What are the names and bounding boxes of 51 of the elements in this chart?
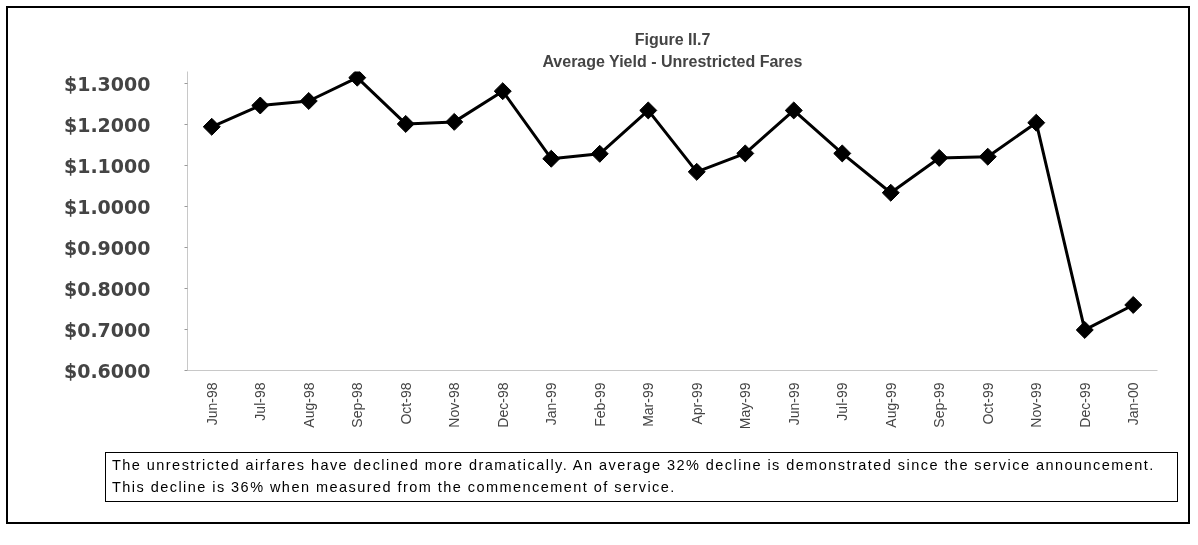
y-tick-label: $0.8000 bbox=[63, 277, 151, 300]
point bbox=[542, 149, 561, 168]
point bbox=[784, 101, 803, 120]
x-tick-label: Aug-98 bbox=[300, 382, 317, 428]
x-tick-label: Apr-99 bbox=[688, 382, 705, 425]
point bbox=[1027, 113, 1046, 132]
point bbox=[687, 162, 706, 181]
point bbox=[736, 144, 755, 163]
x-tick-label: Dec-98 bbox=[494, 382, 511, 428]
point bbox=[493, 82, 512, 101]
y-tick-label: $0.7000 bbox=[63, 318, 151, 341]
point bbox=[1124, 295, 1143, 314]
chart-title: Figure II.7 bbox=[634, 30, 711, 48]
point bbox=[396, 114, 415, 133]
point bbox=[348, 71, 367, 87]
x-tick-label: Oct-98 bbox=[397, 382, 414, 425]
y-tick-label: $0.9000 bbox=[63, 236, 151, 259]
x-tick-label: Oct-99 bbox=[979, 382, 996, 425]
x-tick-label: Jun-98 bbox=[203, 382, 220, 426]
x-tick-label: Jul-98 bbox=[252, 382, 269, 421]
x-tick-label: Jan-00 bbox=[1125, 382, 1142, 426]
point bbox=[930, 148, 949, 167]
y-tick-label: $1.1000 bbox=[63, 154, 151, 177]
point bbox=[881, 183, 900, 202]
y-tick-label: $1.0000 bbox=[63, 195, 151, 218]
x-tick-label: Jan-99 bbox=[543, 382, 560, 426]
point bbox=[1075, 320, 1094, 339]
x-tick-label: May-99 bbox=[737, 382, 754, 430]
y-tick-label: $1.3000 bbox=[63, 72, 151, 95]
point bbox=[445, 112, 464, 131]
x-tick-label: Sep-99 bbox=[931, 382, 948, 428]
chart-subtitle: Average Yield - Unrestricted Fares bbox=[542, 52, 803, 70]
x-tick-label: Feb-99 bbox=[591, 382, 608, 427]
point bbox=[202, 117, 221, 136]
x-tick-label: Mar-99 bbox=[640, 382, 657, 427]
point bbox=[639, 101, 658, 120]
x-tick-label: Jun-99 bbox=[785, 382, 802, 426]
x-tick-label: Nov-98 bbox=[446, 382, 463, 428]
y-tick-label: $1.2000 bbox=[63, 113, 151, 136]
x-tick-label: Jul-99 bbox=[834, 382, 851, 421]
x-tick-label: Nov-99 bbox=[1028, 382, 1045, 428]
point bbox=[590, 144, 609, 163]
point bbox=[833, 144, 852, 163]
y-tick-label: $0.6000 bbox=[63, 359, 151, 382]
x-tick-label: Sep-98 bbox=[349, 382, 366, 428]
x-tick-label: Aug-99 bbox=[882, 382, 899, 428]
point bbox=[299, 92, 318, 110]
x-tick-label: Dec-99 bbox=[1076, 382, 1093, 428]
point bbox=[251, 96, 270, 115]
text: The unrestricted airfares have declined more dramatically. An average 32% decline is demonstrated since the service announcement. This decline is 36% when measured from the commencement of service. bbox=[112, 456, 1156, 497]
point bbox=[978, 147, 997, 166]
